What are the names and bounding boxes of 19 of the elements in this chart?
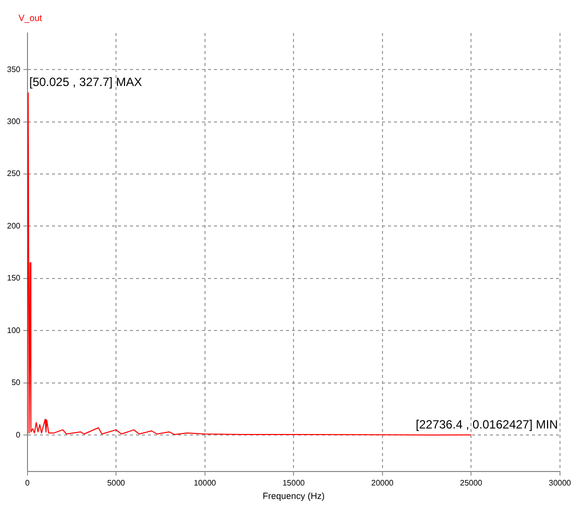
y-tick-label: 300 [6, 116, 21, 126]
y-tick-label: 100 [6, 326, 21, 335]
y-tick-label: 200 [6, 221, 21, 230]
x-tick-label: 20000 [371, 478, 394, 488]
annotation: [50.025 , 327.7] MAX [29, 75, 142, 90]
x-tick-label: 0 [25, 478, 30, 488]
x-tick-label: 30000 [548, 478, 572, 488]
y-tick-label: 250 [6, 169, 21, 178]
y-tick-label: 350 [6, 64, 21, 74]
x-tick-label: 10000 [194, 478, 217, 488]
y-tick-label: 0 [16, 430, 21, 440]
y-tick-label: 150 [6, 274, 21, 283]
y-tick-label: 50 [11, 378, 21, 388]
x-axis-title: Frequency (Hz) [262, 491, 325, 502]
x-tick-label: 5000 [107, 478, 126, 488]
x-tick-label: 25000 [460, 478, 483, 488]
x-tick-label: 15000 [282, 478, 306, 488]
annotation: [22736.4 , 0.0162427] MIN [416, 417, 558, 432]
text: V_out [18, 12, 43, 23]
